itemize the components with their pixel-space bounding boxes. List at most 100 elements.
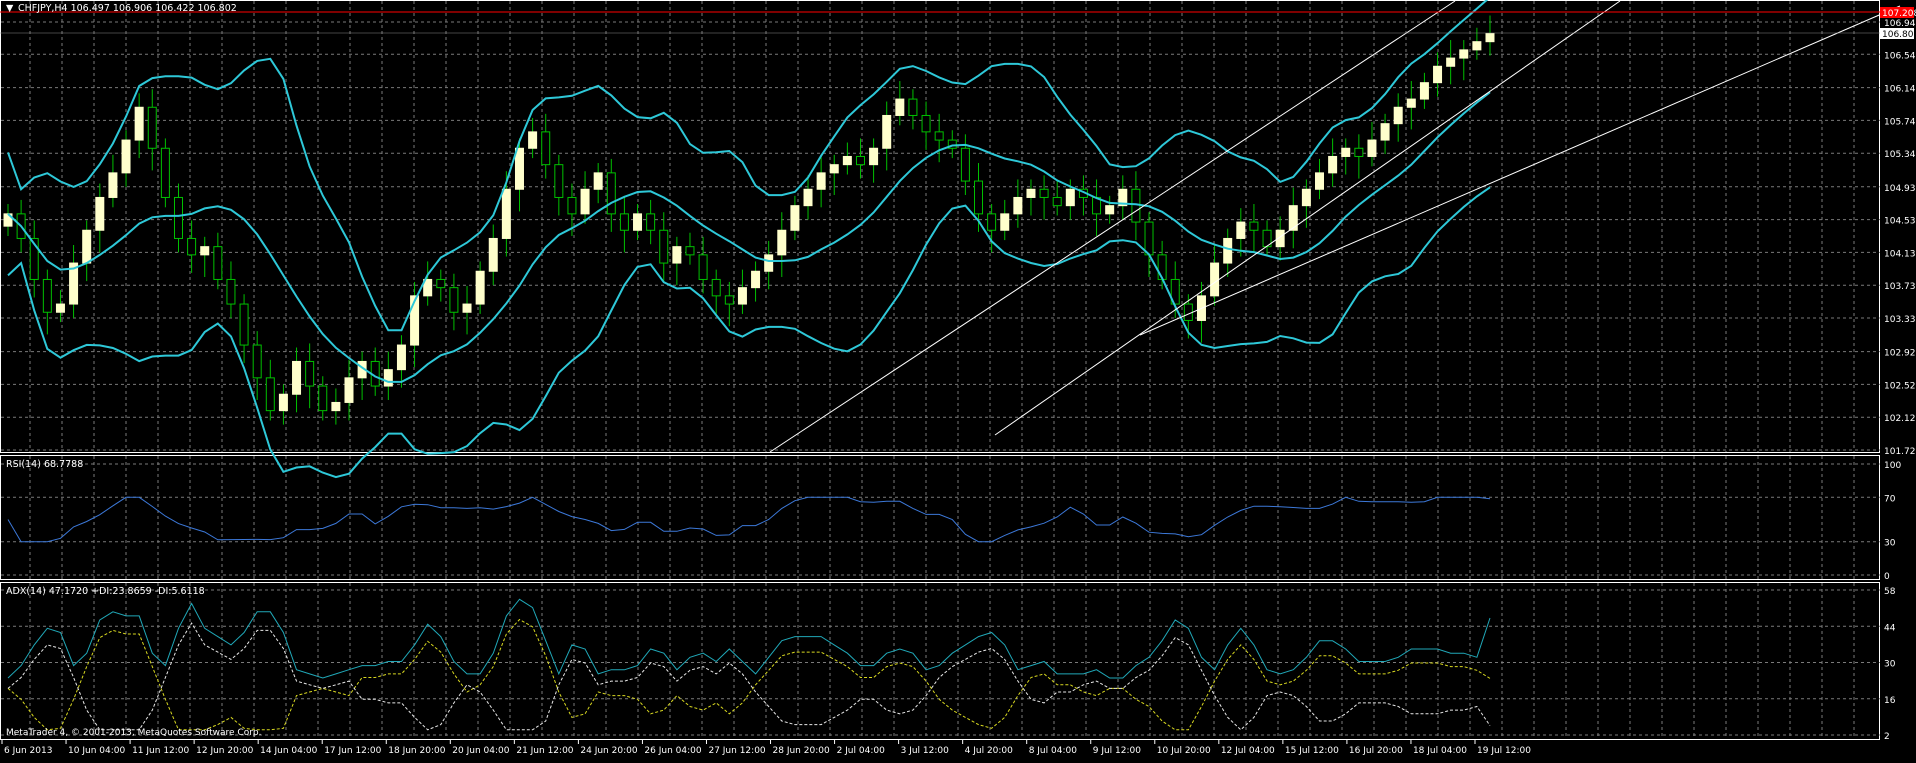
time-tick-label: 12 Jun 20:00 xyxy=(196,746,253,756)
candle xyxy=(724,295,734,305)
adx-line xyxy=(7,598,1491,679)
candle xyxy=(108,172,118,198)
candle xyxy=(1485,32,1495,43)
time-tick-label: 28 Jun 20:00 xyxy=(773,746,830,756)
time-tick-label: 8 Jul 04:00 xyxy=(1029,746,1078,756)
time-tick-label: 10 Jul 20:00 xyxy=(1157,746,1211,756)
candle xyxy=(134,106,144,141)
alert-price-tag xyxy=(1880,7,1914,18)
candle xyxy=(895,98,905,116)
candle xyxy=(42,278,52,313)
candle xyxy=(121,139,131,174)
time-tick-label: 6 Jun 2013 xyxy=(4,746,52,756)
candle xyxy=(1065,188,1075,207)
candle xyxy=(1249,221,1259,231)
adx-tick-label: 16 xyxy=(1884,696,1896,706)
candle xyxy=(1039,188,1049,198)
bollinger-middle xyxy=(7,91,1491,383)
candle xyxy=(541,131,551,166)
candle xyxy=(659,229,669,264)
rsi-tick-label: 100 xyxy=(1884,461,1901,471)
time-tick-label: 16 Jul 20:00 xyxy=(1349,746,1403,756)
candle xyxy=(764,254,774,272)
candle xyxy=(3,213,13,227)
candle xyxy=(567,196,577,215)
candle xyxy=(1380,123,1390,141)
rsi-axis: 100 70 30 0 xyxy=(1884,461,1901,582)
rsi-line xyxy=(7,496,1491,543)
candle xyxy=(1367,139,1377,157)
rsi-tick-label: 0 xyxy=(1884,572,1890,582)
candle xyxy=(462,303,472,313)
time-tick-label: 17 Jun 12:00 xyxy=(324,746,381,756)
rsi-series xyxy=(7,496,1491,543)
adx-series xyxy=(7,598,1491,731)
channel-line-top xyxy=(769,0,1456,453)
price-tick-label: 106.546 xyxy=(1884,51,1916,61)
time-tick-label: 11 Jun 12:00 xyxy=(132,746,189,756)
candle xyxy=(1223,237,1233,264)
adx-axis: 58 44 30 16 2 xyxy=(1884,587,1896,742)
candle xyxy=(554,164,564,198)
candle xyxy=(305,360,315,387)
candle xyxy=(960,147,970,182)
candle xyxy=(528,131,538,149)
alert-price-label: 107.208 xyxy=(1882,9,1916,19)
candle xyxy=(580,188,590,215)
candle xyxy=(278,393,288,412)
price-tick-label: 103.330 xyxy=(1884,315,1916,325)
adx-panel-frame xyxy=(0,582,1880,740)
candle xyxy=(1105,205,1115,215)
candle xyxy=(331,401,341,412)
candle xyxy=(646,213,656,231)
price-tick-label: 102.120 xyxy=(1884,414,1916,424)
candle xyxy=(934,131,944,141)
candle xyxy=(1183,303,1193,321)
candle xyxy=(292,360,302,395)
candle xyxy=(633,213,643,231)
candle xyxy=(1393,106,1403,125)
candle xyxy=(790,205,800,231)
candle xyxy=(1144,221,1154,256)
candle xyxy=(410,295,420,346)
candle xyxy=(1406,98,1416,108)
rsi-panel-header: RSI(14) 68.7788 xyxy=(6,459,83,470)
candle xyxy=(921,114,931,133)
adx-panel-header: ADX(14) 47.1720 +DI:23.8659 -DI:5.6118 xyxy=(6,586,205,597)
price-tick-label: 101.720 xyxy=(1884,447,1916,457)
price-tick-label: 104.530 xyxy=(1884,217,1916,227)
candle xyxy=(173,196,183,239)
bollinger-upper xyxy=(7,0,1489,332)
candle xyxy=(396,344,406,371)
channel-line-mid xyxy=(1139,5,1901,336)
candle xyxy=(711,278,721,297)
adx-tick-label: 30 xyxy=(1884,660,1896,670)
price-panel-frame xyxy=(0,0,1880,453)
candle xyxy=(383,369,393,387)
price-panel-header-icon[interactable]: ▼ xyxy=(6,3,14,14)
candle xyxy=(187,237,197,256)
current-price-tag xyxy=(1880,28,1914,39)
time-tick-label: 20 Jun 04:00 xyxy=(452,746,509,756)
candle xyxy=(1433,65,1443,84)
price-tick-label: 103.730 xyxy=(1884,282,1916,292)
time-tick-label: 24 Jun 20:00 xyxy=(580,746,637,756)
candle xyxy=(593,172,603,190)
minus-di-line xyxy=(7,622,1491,731)
candle xyxy=(344,377,354,403)
candle xyxy=(449,287,459,313)
candle xyxy=(606,172,616,215)
time-tick-label: 3 Jul 12:00 xyxy=(901,746,950,756)
time-tick-label: 18 Jul 04:00 xyxy=(1413,746,1467,756)
candle xyxy=(882,114,892,149)
time-tick-label: 10 Jun 04:00 xyxy=(68,746,125,756)
candle xyxy=(1341,147,1351,157)
candle xyxy=(619,213,629,231)
time-tick-label: 19 Jul 12:00 xyxy=(1477,746,1531,756)
time-tick-label: 2 Jul 04:00 xyxy=(837,746,886,756)
time-tick-label: 27 Jun 12:00 xyxy=(708,746,765,756)
time-tick-label: 15 Jul 12:00 xyxy=(1285,746,1339,756)
time-tick-label: 18 Jun 20:00 xyxy=(388,746,445,756)
rsi-tick-label: 30 xyxy=(1884,539,1896,549)
